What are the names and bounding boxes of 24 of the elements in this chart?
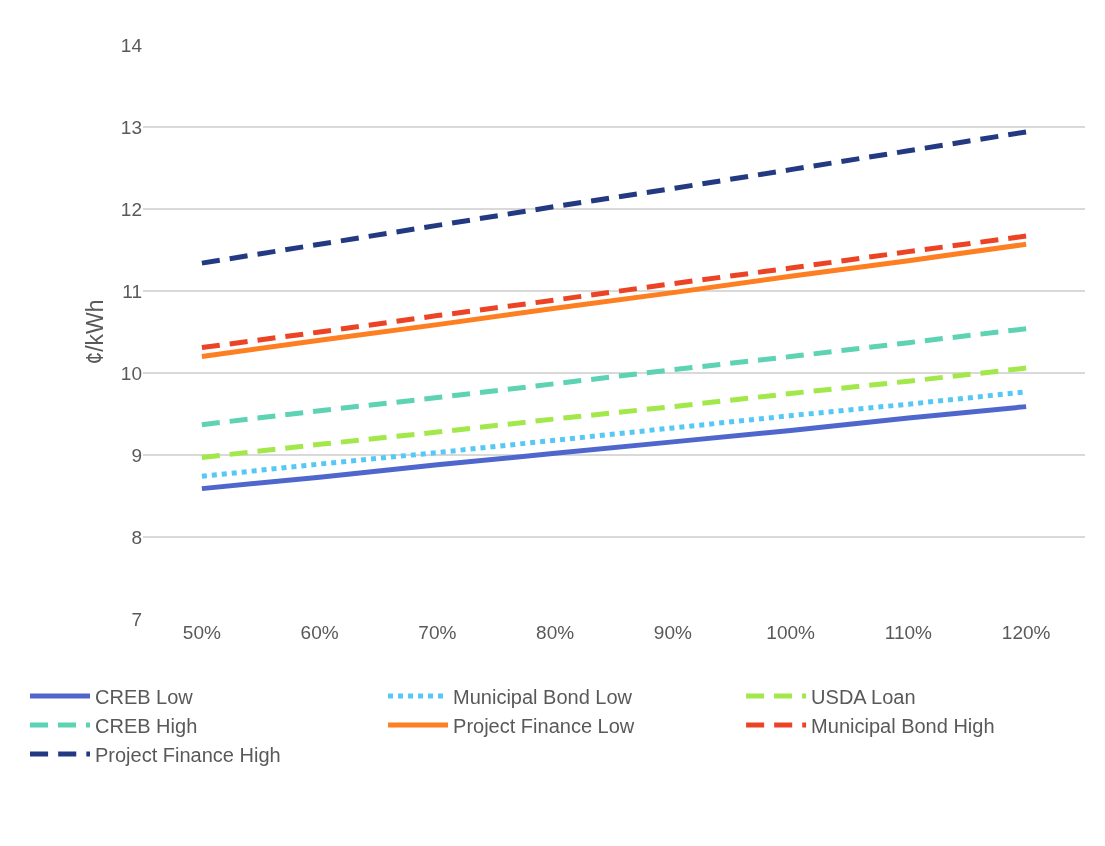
- y-axis-title: ¢/kWh: [82, 299, 109, 365]
- legend-label: Project Finance High: [95, 743, 281, 766]
- legend-label: USDA Loan: [811, 685, 916, 708]
- legend-label: CREB High: [95, 714, 198, 737]
- x-tick-label: 70%: [418, 622, 457, 643]
- legend-label: CREB Low: [95, 685, 194, 708]
- x-tick-label: 60%: [300, 622, 339, 643]
- y-tick-label: 9: [131, 444, 142, 466]
- y-tick-label: 8: [131, 526, 142, 548]
- y-tick-label: 7: [131, 608, 142, 630]
- y-tick-label: 11: [122, 280, 142, 302]
- legend-label: Municipal Bond Low: [453, 685, 633, 708]
- x-tick-label: 100%: [766, 622, 816, 643]
- x-tick-label: 110%: [884, 622, 933, 643]
- y-tick-label: 13: [120, 116, 142, 138]
- x-tick-label: 90%: [653, 622, 692, 643]
- x-tick-label: 120%: [1001, 622, 1051, 643]
- legend-label: Municipal Bond High: [811, 714, 995, 737]
- y-tick-label: 10: [120, 362, 142, 384]
- x-tick-label: 80%: [536, 622, 575, 643]
- x-tick-label: 50%: [182, 622, 221, 643]
- legend-label: Project Finance Low: [453, 714, 635, 737]
- y-tick-label: 12: [120, 198, 142, 220]
- y-tick-label: 14: [120, 34, 143, 56]
